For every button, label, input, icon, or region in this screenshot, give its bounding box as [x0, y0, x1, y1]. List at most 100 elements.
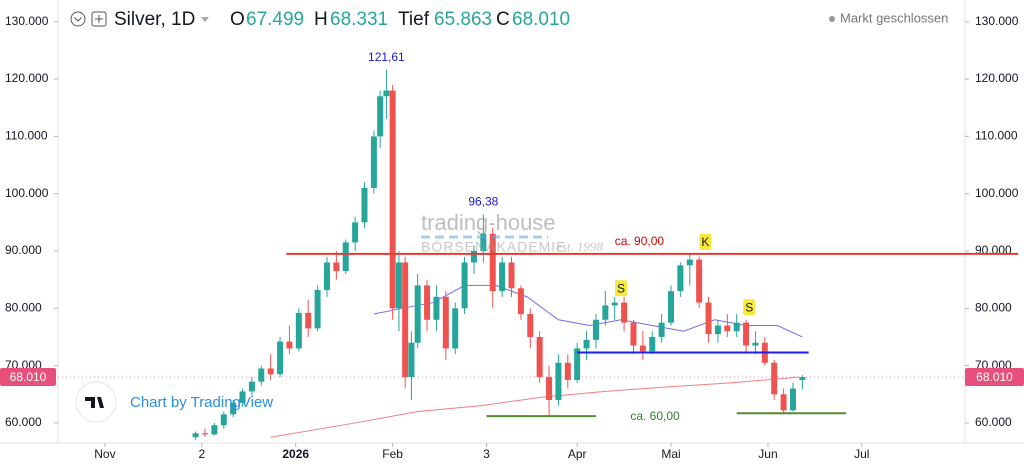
low-value: 65.863 [434, 9, 492, 30]
candle-body [743, 322, 750, 346]
y-tick-label-right: 60.000 [975, 415, 1012, 429]
y-tick-label-left: 80.000 [5, 300, 42, 314]
candle-body [546, 377, 553, 401]
watermark: trading-house BÖRSENAKADEMIE est. 1998 [421, 210, 603, 255]
level-label: ca. 90,00 [615, 234, 665, 248]
x-tick-label: Mai [661, 447, 680, 461]
candle-body [323, 262, 330, 290]
peak-label: 96,38 [468, 195, 498, 209]
candle-body [649, 336, 656, 352]
candle-body [480, 233, 487, 252]
price-tag-label: 68.010 [976, 370, 1013, 384]
candle-body [799, 377, 806, 380]
x-tick-label: Jun [758, 447, 777, 461]
level-label: ca. 60,00 [630, 409, 680, 423]
pattern-marker: K [701, 235, 709, 249]
credit[interactable]: Chart by TradingView [130, 394, 273, 411]
candle-body [677, 265, 684, 292]
candle-body [314, 289, 321, 329]
low-label: Tief [398, 9, 430, 30]
close-value: 68.010 [512, 9, 570, 30]
candle-body [752, 342, 759, 346]
candle-body [286, 341, 293, 349]
candle-body [239, 391, 246, 403]
peak-label: 121,61 [368, 50, 405, 64]
candle-body [489, 233, 496, 292]
high-value: 68.331 [330, 9, 388, 30]
candle-body [733, 322, 740, 332]
y-tick-label-right: 130.000 [975, 14, 1019, 28]
candle-body [771, 362, 778, 395]
logo-mark [85, 397, 104, 408]
watermark-sub: BÖRSENAKADEMIE [421, 238, 566, 255]
y-tick-label-right: 110.000 [975, 129, 1018, 143]
candle-body [258, 368, 265, 382]
candle-body [352, 222, 359, 243]
candle-body [686, 259, 693, 266]
candle-body [414, 285, 421, 343]
close-label: C [496, 9, 510, 30]
pattern-marker-box [743, 299, 756, 316]
candle-body [192, 433, 199, 438]
candle-body [555, 362, 562, 401]
candle-body [305, 312, 312, 329]
x-tick-label: Nov [94, 447, 115, 461]
add-icon[interactable] [91, 11, 107, 27]
y-tick-label-right: 80.000 [975, 300, 1012, 314]
collapse-chevron [74, 17, 82, 22]
candle-body [592, 319, 599, 340]
watermark-title: trading-house [421, 210, 556, 235]
candle-body [714, 325, 721, 335]
candle-body [424, 285, 431, 320]
price-tag [965, 368, 1024, 387]
dropdown[interactable] [201, 17, 209, 22]
candle-body [564, 362, 571, 380]
price-tag-label: 68.010 [10, 370, 47, 384]
high-label: H [314, 9, 328, 30]
y-tick-label-left: 60.000 [5, 415, 42, 429]
add-plus [95, 15, 103, 23]
y-tick-label-right: 120.000 [975, 71, 1019, 85]
candle-body [499, 262, 506, 292]
price-tag [0, 368, 56, 387]
pattern-marker-box [614, 280, 627, 297]
candle-body [267, 368, 274, 375]
y-tick-label-right: 90.000 [975, 243, 1012, 257]
candle-body [333, 262, 340, 272]
candle-body [361, 187, 368, 223]
candle-body [527, 314, 534, 337]
y-tick-label-left: 130.000 [5, 14, 49, 28]
open-label: O [230, 9, 245, 30]
candle-body [621, 302, 628, 323]
candle-body [461, 262, 468, 309]
candle-body [658, 322, 665, 337]
moving-average [270, 376, 800, 438]
candle-body [630, 322, 637, 346]
collapse-icon[interactable] [70, 11, 86, 27]
candle-body [277, 341, 284, 375]
candle-body [583, 339, 590, 349]
candle-body [789, 388, 796, 411]
x-tick-label: Apr [568, 447, 587, 461]
candle-body [452, 308, 459, 349]
candle-body [696, 259, 703, 303]
x-tick-label: 3 [483, 447, 490, 461]
candle-body [370, 136, 377, 188]
candle-body [201, 433, 208, 435]
candle-body [408, 342, 415, 378]
symbol[interactable]: Silver, 1D [114, 9, 195, 30]
candle-body [639, 345, 646, 352]
header: Silver, 1D O 67.499 H 68.331 Tief 65.863… [70, 9, 948, 30]
candle-body [230, 402, 237, 415]
candle-body [402, 262, 409, 378]
watermark-est: est. 1998 [556, 239, 603, 254]
status-dot [829, 16, 835, 22]
y-tick-label-left: 90.000 [5, 243, 42, 257]
open-value: 67.499 [246, 9, 304, 30]
candle-body [536, 336, 543, 378]
candle-body [433, 296, 440, 320]
x-tick-label: Feb [382, 447, 403, 461]
tv-logo[interactable]: Chart by TradingView [75, 381, 273, 423]
